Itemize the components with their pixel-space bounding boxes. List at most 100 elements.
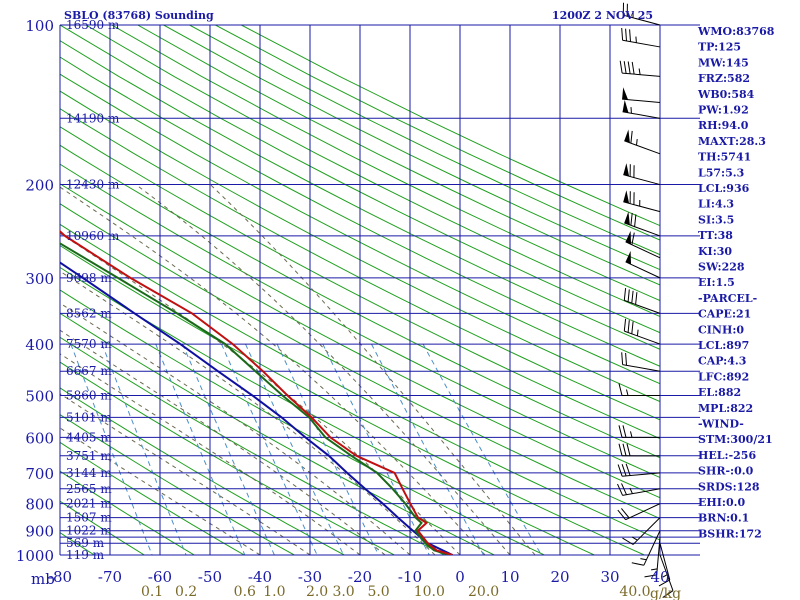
mixing-ratio-tick-label: 10.0 [414, 584, 445, 600]
wind-barb-full [622, 537, 634, 545]
sounding-index: EHI:0.0 [698, 496, 745, 509]
wind-barb-full [635, 292, 638, 305]
temperature-tick-label: 20 [550, 568, 569, 586]
sounding-index: LFC:892 [698, 370, 749, 383]
temperature-line [60, 230, 453, 555]
height-label: 5860 m [66, 389, 112, 403]
moist-adiabat [209, 184, 536, 555]
moist-adiabat [60, 353, 361, 555]
wind-barb-flag [624, 211, 630, 225]
temperature-tick-label: 30 [600, 568, 619, 586]
height-label: 3751 m [66, 449, 112, 463]
wind-barb-half [631, 536, 638, 541]
sounding-index: KI:30 [698, 245, 732, 258]
moist-adiabat [60, 302, 411, 555]
sounding-index: TH:5741 [698, 151, 751, 164]
sounding-index: LI:4.3 [698, 198, 734, 211]
wind-barb [617, 483, 661, 496]
temperature-tick-label: 40 [650, 568, 669, 586]
wind-barb-staff [624, 330, 661, 345]
wind-barb [622, 2, 661, 26]
wind-barb-staff [659, 543, 671, 581]
height-label: 1022 m [66, 524, 112, 538]
pressure-tick-label: 100 [25, 17, 54, 35]
isotherm-lines [60, 25, 660, 555]
wind-barb-staff [632, 517, 661, 545]
wind-barb-full [630, 130, 633, 144]
wind-barb [618, 383, 661, 396]
temperature-tick-label: -60 [148, 568, 172, 586]
sounding-index: HEL:-256 [698, 449, 756, 462]
wind-barb [623, 190, 661, 213]
wind-barb-full [629, 29, 631, 42]
wind-barb [617, 463, 661, 477]
wind-barb-full [617, 509, 626, 521]
sounding-index: TT:38 [698, 229, 733, 242]
pressure-tick-label: 600 [25, 429, 54, 447]
wind-barb [617, 503, 661, 521]
pressure-unit-label: mb [31, 570, 55, 588]
height-label: 2565 m [66, 482, 112, 496]
mixing-ratio-tick-label: 40.0 [619, 584, 650, 600]
wind-barb-full [627, 289, 630, 302]
wind-barb-staff [624, 299, 661, 314]
wind-barb-half [630, 431, 633, 438]
sounding-index: LCL:936 [698, 182, 750, 195]
wind-barb-staff [623, 201, 661, 213]
wind-barb [631, 530, 661, 566]
wind-barb-half [651, 568, 658, 571]
wind-barb [659, 554, 674, 599]
wind-barb [644, 537, 661, 578]
wind-barb-full [621, 352, 624, 365]
temperature-tick-label: -20 [348, 568, 372, 586]
pressure-tick-label: 800 [25, 496, 54, 514]
wind-barb-flag [622, 99, 629, 113]
sounding-index: CAP:4.3 [698, 355, 746, 368]
wind-barb-staff [659, 554, 674, 591]
wind-barbs [617, 2, 674, 599]
temperature-tick-label: -70 [98, 568, 122, 586]
sounding-index: SW:228 [698, 261, 745, 274]
sounding-index: L57:5.3 [698, 166, 744, 179]
sounding-index: -PARCEL- [698, 292, 757, 305]
wind-barb [621, 352, 661, 372]
wind-barb-full [627, 61, 631, 74]
wind-barb-half [629, 487, 633, 494]
wind-barb-half [638, 68, 641, 75]
mixing-ratio-tick-label: 1.0 [263, 584, 285, 600]
wind-barb-staff [622, 39, 661, 48]
mixing-ratio-tick-label: 0.1 [141, 584, 163, 600]
wind-barb-staff [656, 537, 661, 575]
sounding-index: SHR-:0.0 [698, 465, 754, 478]
wind-barb-full [631, 321, 634, 334]
sounding-index: MAXT:28.3 [698, 135, 766, 148]
wind-barb-staff [622, 72, 661, 77]
wind-barb-flag [625, 230, 631, 245]
wind-barb-half [636, 139, 638, 146]
wind-barb-full [622, 425, 627, 438]
height-label: 14190 m [66, 111, 120, 125]
wind-barb-staff [624, 140, 661, 155]
wind-barb-full [618, 443, 623, 456]
sounding-index: MW:145 [698, 56, 749, 69]
height-label: 16590 m [66, 18, 120, 32]
wind-barb-staff [622, 111, 661, 119]
wind-barb-full [621, 483, 627, 495]
sounding-index: BSHR:172 [698, 527, 762, 540]
mixing-ratio-unit-label: g/kg [650, 586, 681, 600]
wind-barb-flag [625, 250, 631, 265]
height-label: 4405 m [66, 430, 112, 444]
height-label: 569 m [66, 536, 105, 550]
height-label: 1507 m [66, 511, 112, 525]
wind-barb-half [640, 558, 647, 561]
moist-adiabat [60, 427, 261, 555]
wind-barb-full [644, 574, 657, 578]
sounding-index: EL:882 [698, 386, 741, 399]
wind-barb-full [627, 320, 630, 333]
pressure-tick-label: 1000 [16, 547, 54, 565]
wind-barb-staff [623, 174, 661, 186]
wind-barb-full [630, 212, 633, 226]
sounding-index: LCL:897 [698, 339, 749, 352]
wind-barb-full [623, 318, 627, 332]
